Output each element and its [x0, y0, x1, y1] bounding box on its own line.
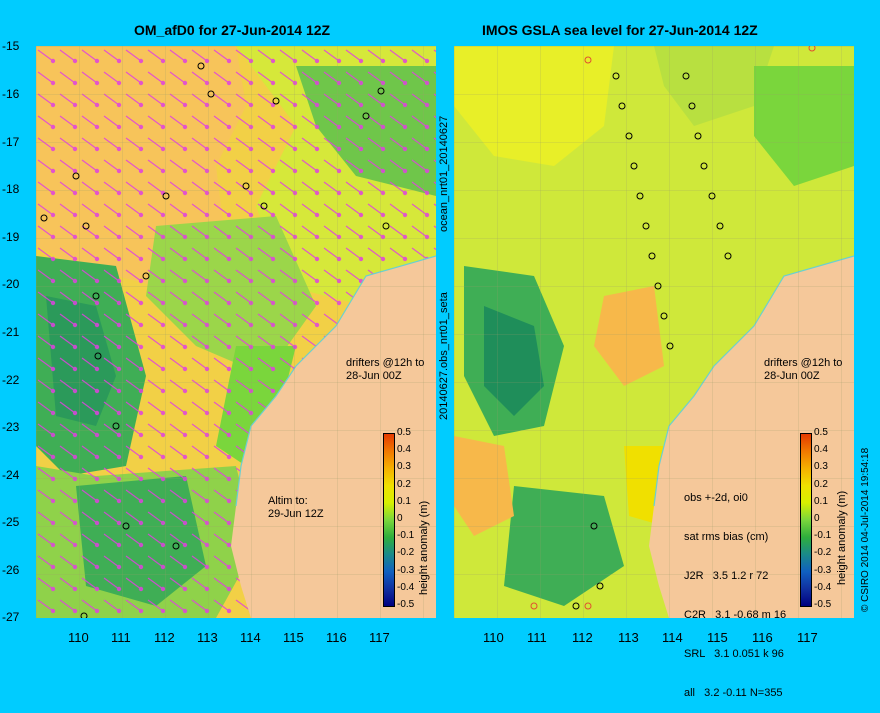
- colorbar-tick-label: -0.2: [397, 547, 415, 559]
- colorbar-tick-label: 0.5: [814, 427, 828, 438]
- x-tick-label: 117: [797, 630, 818, 645]
- x-tick-label: 111: [527, 630, 547, 645]
- x-tick-label: 113: [618, 630, 639, 645]
- altim-note: Altim to: 29-Jun 12Z: [268, 495, 324, 521]
- stats-row: J2R 3.5 1.2 r 72: [684, 570, 769, 582]
- drifters-note-line: 28-Jun 00Z: [346, 370, 402, 382]
- y-tick-label: -24: [2, 468, 20, 482]
- colorbar-tick-label: -0.3: [814, 564, 832, 576]
- colorbar-tick-label: 0.2: [814, 478, 828, 490]
- colorbar-tick-label: 0.2: [397, 478, 411, 490]
- colorbar-tick-label: 0: [397, 513, 403, 524]
- left-colorbar: [383, 433, 395, 607]
- colorbar-tick-label: 0.4: [814, 444, 828, 456]
- colorbar-tick-label: -0.1: [814, 530, 832, 542]
- stats-box: obs +-2d, oi0 sat rms bias (cm) J2R 3.5 …: [684, 466, 786, 713]
- x-tick-label: 113: [197, 630, 218, 645]
- colorbar-tick-label: -0.2: [814, 547, 832, 559]
- stats-header: obs +-2d, oi0: [684, 492, 748, 504]
- y-tick-label: -16: [2, 87, 20, 101]
- right-map-title: IMOS GSLA sea level for 27-Jun-2014 12Z: [482, 22, 758, 38]
- colorbar-tick-label: -0.4: [397, 581, 415, 593]
- x-tick-label: 115: [283, 630, 304, 645]
- stats-row: C2R 3.1 -0.68 m 16: [684, 609, 787, 621]
- x-tick-label: 114: [240, 630, 261, 645]
- left-drifters-note: drifters @12h to 28-Jun 00Z: [346, 357, 424, 383]
- y-tick-label: -22: [2, 373, 20, 387]
- colorbar-tick-label: 0.3: [814, 461, 828, 473]
- colorbar-tick-label: 0.1: [814, 495, 828, 507]
- stats-row: SRL 3.1 0.051 k 96: [684, 648, 784, 660]
- colorbar-tick-label: -0.4: [814, 581, 832, 593]
- x-tick-label: 116: [752, 630, 773, 645]
- right-map-panel: [454, 46, 854, 618]
- colorbar-tick-label: 0: [814, 513, 820, 524]
- y-tick-label: -19: [2, 230, 20, 244]
- y-tick-label: -17: [2, 135, 20, 149]
- left-map-canvas: [36, 46, 436, 618]
- y-tick-label: -15: [2, 39, 20, 53]
- left-map-panel: [36, 46, 436, 618]
- drifters-note-line: 28-Jun 00Z: [764, 370, 820, 382]
- colorbar-tick-label: -0.5: [814, 599, 832, 610]
- y-tick-label: -25: [2, 515, 20, 529]
- x-tick-label: 110: [68, 630, 89, 645]
- right-drifters-note: drifters @12h to 28-Jun 00Z: [764, 357, 842, 383]
- y-tick-label: -23: [2, 420, 20, 434]
- x-tick-label: 116: [326, 630, 347, 645]
- x-tick-label: 114: [662, 630, 683, 645]
- colorbar-tick-label: 0.4: [397, 444, 411, 456]
- x-tick-label: 115: [707, 630, 728, 645]
- stats-row: all 3.2 -0.11 N=355: [684, 687, 783, 699]
- colorbar-tick-label: 0.3: [397, 461, 411, 473]
- colorbar-tick-label: -0.5: [397, 599, 415, 610]
- right-colorbar: [800, 433, 812, 607]
- x-tick-label: 112: [572, 630, 593, 645]
- colorbar-tick-label: -0.3: [397, 564, 415, 576]
- x-tick-label: 111: [111, 630, 131, 645]
- left-colorbar-label: height anomaly (m): [418, 500, 430, 595]
- right-colorbar-label: height anomaly (m): [836, 490, 848, 585]
- x-tick-label: 112: [154, 630, 175, 645]
- y-tick-label: -18: [2, 182, 20, 196]
- x-tick-label: 110: [483, 630, 504, 645]
- side-label-bottom: 20140627.obs_nrt01_seta: [438, 292, 450, 420]
- stats-header: sat rms bias (cm): [684, 531, 769, 543]
- altim-note-line: 29-Jun 12Z: [268, 508, 324, 520]
- colorbar-tick-label: 0.5: [397, 427, 411, 438]
- y-tick-label: -26: [2, 563, 20, 577]
- colorbar-tick-label: 0.1: [397, 495, 411, 507]
- x-tick-label: 117: [369, 630, 390, 645]
- footer-label: © CSIRO 2014 04-Jul-2014 19:54:18: [860, 447, 871, 612]
- y-tick-label: -27: [2, 610, 20, 624]
- colorbar-tick-label: -0.1: [397, 530, 415, 542]
- drifters-note-line: drifters @12h to: [346, 357, 425, 369]
- side-label-top: ocean_nrt01_20140627: [438, 115, 450, 232]
- altim-note-line: Altim to:: [268, 495, 308, 507]
- drifters-note-line: drifters @12h to: [764, 357, 843, 369]
- left-map-title: OM_afD0 for 27-Jun-2014 12Z: [134, 22, 331, 38]
- y-tick-label: -21: [2, 325, 20, 339]
- y-tick-label: -20: [2, 277, 20, 291]
- right-map-canvas: [454, 46, 854, 618]
